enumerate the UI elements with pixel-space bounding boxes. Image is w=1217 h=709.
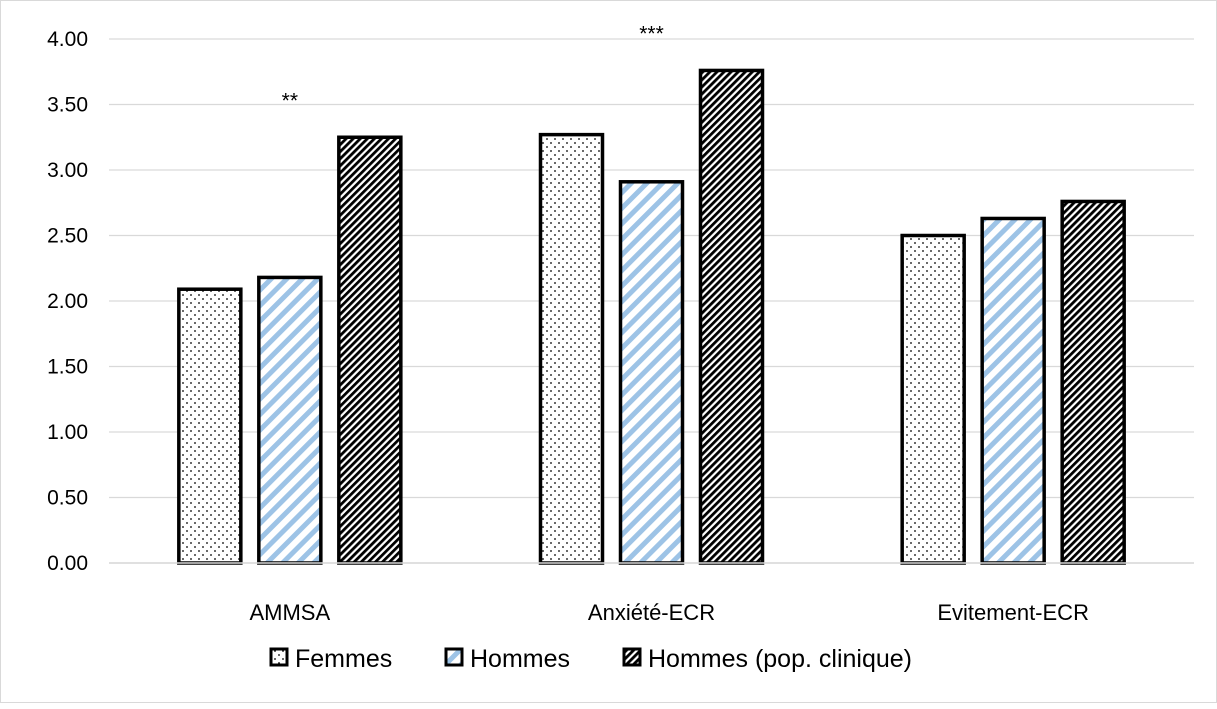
- bars: [177, 68, 1126, 565]
- bar-hommes-pop-clinique: [1060, 199, 1126, 565]
- legend-swatch: [269, 647, 289, 667]
- legend-swatch: [444, 647, 464, 667]
- legend: Femmes Hommes Hommes (pop. clinique): [269, 645, 912, 673]
- y-tick-label: 2.00: [47, 290, 88, 313]
- bar-femmes: [538, 132, 605, 565]
- bar-hommes: [257, 275, 323, 565]
- bar-hommes: [618, 180, 685, 565]
- y-axis: 0.00 0.50 1.00 1.50 2.00 2.50 3.00 3.50 4.00: [47, 28, 88, 575]
- bar-femmes: [177, 287, 243, 565]
- bar-hommes-pop-clinique: [337, 135, 403, 565]
- y-tick-label: 3.50: [47, 94, 88, 117]
- y-tick-label: 4.00: [47, 28, 88, 51]
- legend-label: Femmes: [295, 645, 392, 673]
- x-category-label: AMMSA: [249, 600, 330, 625]
- y-tick-label: 0.50: [47, 487, 88, 510]
- legend-swatch: [622, 647, 642, 667]
- bar-femmes: [900, 233, 966, 565]
- legend-label: Hommes (pop. clinique): [648, 645, 912, 673]
- x-axis: AMMSA Anxiété-ECR Evitement-ECR: [109, 562, 1194, 625]
- x-category-label: Evitement-ECR: [937, 600, 1089, 625]
- y-tick-label: 2.50: [47, 225, 88, 248]
- bar-hommes: [980, 216, 1046, 565]
- legend-label: Hommes: [470, 645, 570, 673]
- x-category-label: Anxiété-ECR: [588, 600, 715, 625]
- y-tick-label: 3.00: [47, 159, 88, 182]
- y-tick-label: 1.50: [47, 356, 88, 379]
- significance-marker: **: [282, 89, 298, 112]
- bar-hommes-pop-clinique: [698, 68, 765, 565]
- significance-annotations: *****: [282, 22, 664, 112]
- y-tick-label: 1.00: [47, 421, 88, 444]
- significance-marker: ***: [639, 22, 664, 45]
- y-tick-label: 0.00: [47, 552, 88, 575]
